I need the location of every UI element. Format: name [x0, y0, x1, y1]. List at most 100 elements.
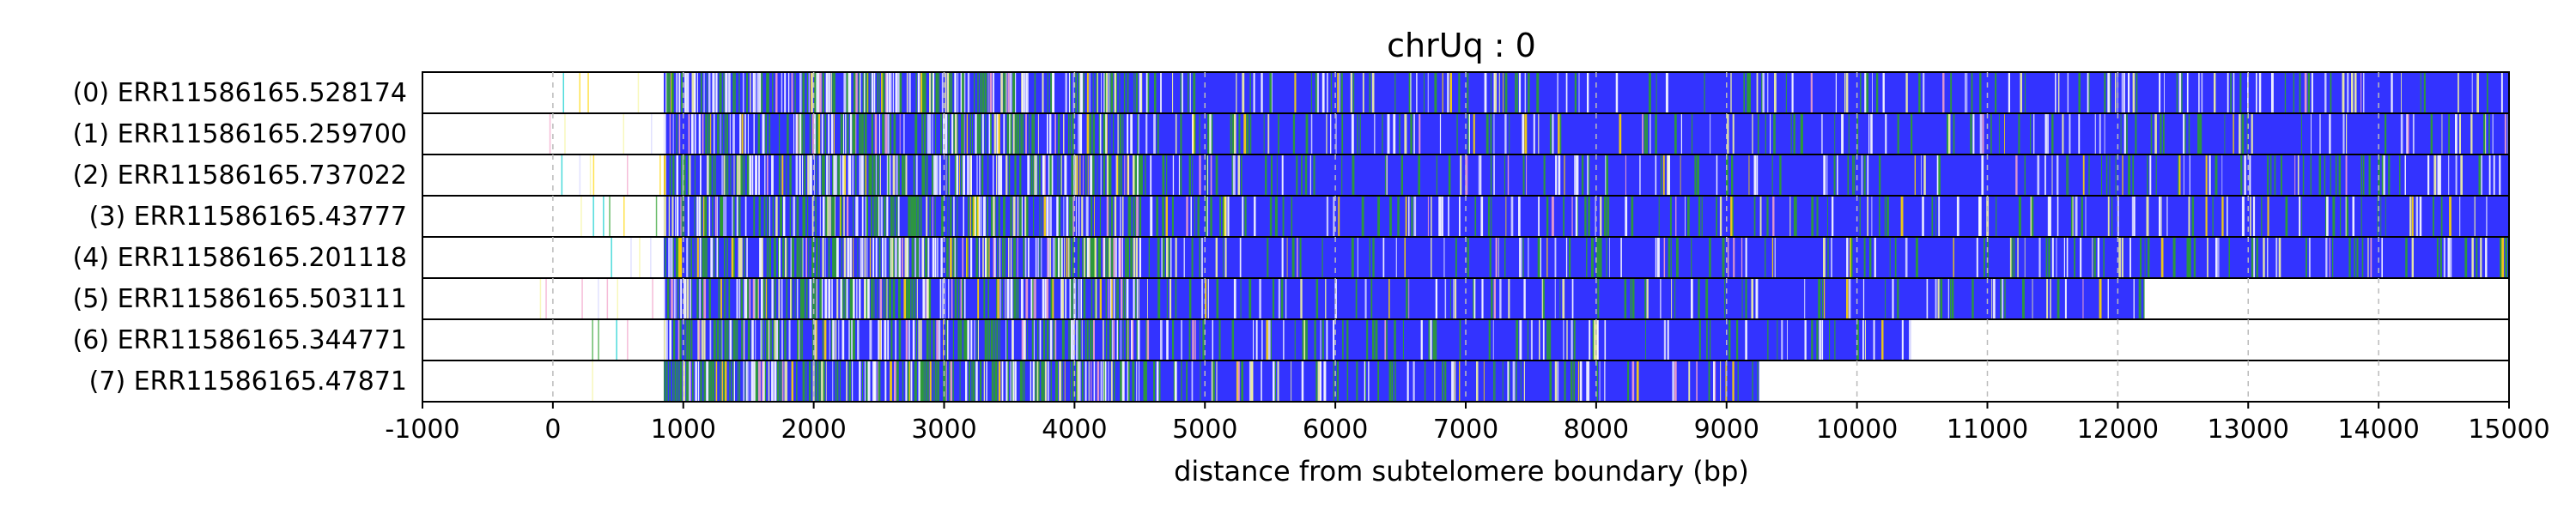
read-segment [1549, 360, 1552, 402]
read-segment [1127, 196, 1131, 237]
read-segment [941, 196, 944, 237]
read-segment [1853, 154, 1856, 196]
read-segment [866, 278, 868, 319]
read-segment [739, 196, 741, 237]
read-segment [2326, 196, 2329, 237]
read-segment [1251, 360, 1254, 402]
read-segment [703, 319, 706, 360]
read-segment [1072, 196, 1074, 237]
read-segment [1879, 196, 1880, 237]
read-segment [2449, 196, 2451, 237]
read-segment [2415, 196, 2419, 237]
read-segment [592, 360, 593, 402]
read-segment [1424, 72, 1425, 113]
read-segment [915, 360, 917, 402]
read-segment [2230, 72, 2232, 113]
read-segment [1847, 154, 1850, 196]
read-segment [707, 72, 708, 113]
read-segment [1970, 113, 1972, 154]
read-segment [1216, 278, 1219, 319]
read-segment [753, 113, 755, 154]
read-segment [1094, 237, 1097, 278]
read-segment [1240, 278, 1242, 319]
read-segment [1005, 72, 1007, 113]
read-segment [917, 72, 920, 113]
read-segment [1393, 113, 1396, 154]
read-segment [696, 72, 698, 113]
read-segment [805, 237, 807, 278]
read-segment [918, 360, 921, 402]
read-segment [740, 154, 744, 196]
read-segment [805, 360, 807, 402]
read-segment [852, 154, 854, 196]
read-segment [963, 72, 966, 113]
read-segment [1741, 237, 1743, 278]
read-segment [1868, 113, 1870, 154]
read-segment [744, 196, 747, 237]
read-segment [1242, 72, 1245, 113]
read-segment [1267, 319, 1271, 360]
read-segment [700, 154, 702, 196]
read-segment [1296, 154, 1298, 196]
read-segment [884, 237, 887, 278]
read-segment [1092, 72, 1094, 113]
read-segment [947, 319, 949, 360]
read-segment [1215, 237, 1218, 278]
read-segment [1147, 278, 1148, 319]
read-segment [816, 154, 817, 196]
read-segment [1559, 113, 1562, 154]
read-segment [2144, 237, 2146, 278]
x-tick-label: 13000 [2208, 415, 2289, 445]
read-segment [561, 154, 563, 196]
read-segment [978, 196, 981, 237]
read-segment [1816, 196, 1819, 237]
read-segment [1118, 154, 1121, 196]
read-segment [1947, 113, 1949, 154]
read-segment [1192, 113, 1194, 154]
read-segment [679, 237, 683, 278]
read-segment [1009, 113, 1012, 154]
read-segment [1741, 278, 1743, 319]
read-segment [1346, 360, 1349, 402]
read-segment [967, 154, 969, 196]
read-segment [724, 113, 726, 154]
read-segment [1014, 154, 1017, 196]
read-segment [1303, 319, 1306, 360]
read-segment [664, 360, 665, 402]
read-segment [1592, 319, 1595, 360]
read-segment [2385, 113, 2387, 154]
read-segment [728, 278, 731, 319]
read-segment [720, 196, 724, 237]
read-segment [2381, 154, 2385, 196]
read-segment [1704, 72, 1705, 113]
read-segment [805, 278, 808, 319]
read-segment [2505, 237, 2507, 278]
read-segment [1033, 196, 1035, 237]
read-segment [1135, 72, 1138, 113]
read-segment [1116, 72, 1118, 113]
read-segment [1516, 72, 1518, 113]
read-segment [1979, 72, 1982, 113]
read-segment [1862, 319, 1864, 360]
read-segment [939, 154, 941, 196]
read-segment [1541, 278, 1545, 319]
read-segment [1054, 319, 1057, 360]
read-segment [1454, 360, 1456, 402]
read-segment [782, 237, 785, 278]
read-segment [750, 72, 751, 113]
read-segment [1563, 196, 1564, 237]
read-segment [1309, 154, 1311, 196]
read-segment [1321, 72, 1325, 113]
read-segment [922, 278, 926, 319]
read-segment [871, 72, 874, 113]
read-segment [1321, 237, 1323, 278]
read-segment [996, 154, 998, 196]
read-segment [1292, 113, 1296, 154]
read-segment [898, 278, 901, 319]
read-segment [1089, 72, 1091, 113]
read-segment [1672, 360, 1674, 402]
read-segment [2068, 154, 2069, 196]
read-segment [664, 278, 665, 319]
read-segment [927, 278, 930, 319]
read-segment [666, 278, 670, 319]
